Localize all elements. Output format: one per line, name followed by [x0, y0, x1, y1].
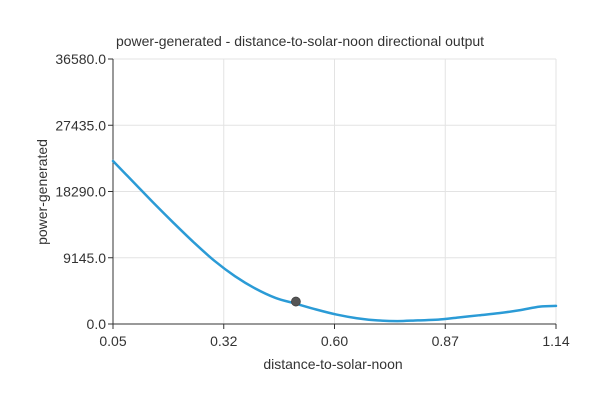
series-line [111, 159, 558, 323]
axes [108, 58, 557, 329]
y-tick-label: 0.0 [87, 316, 107, 332]
x-tick-label: 0.60 [321, 333, 348, 349]
x-tick-label: 0.05 [99, 333, 126, 349]
data-point-marker[interactable] [290, 296, 301, 307]
x-tick-label: 0.87 [432, 333, 459, 349]
y-tick-label: 27435.0 [55, 117, 106, 133]
x-axis-label: distance-to-solar-noon [263, 356, 402, 372]
markers [290, 296, 301, 307]
x-tick-label: 0.32 [210, 333, 237, 349]
series [111, 159, 558, 323]
chart-title: power-generated - distance-to-solar-noon… [116, 33, 484, 49]
y-tick-label: 9145.0 [63, 250, 106, 266]
tick-labels: 0.05 0.32 0.60 0.87 1.14 0.0 9145.0 18290.0 2743… [55, 51, 569, 349]
grid [112, 58, 557, 325]
y-tick-label: 18290.0 [55, 184, 106, 200]
y-tick-label: 36580.0 [55, 51, 106, 67]
y-axis-label: power-generated [34, 139, 50, 245]
x-tick-label: 1.14 [542, 333, 569, 349]
